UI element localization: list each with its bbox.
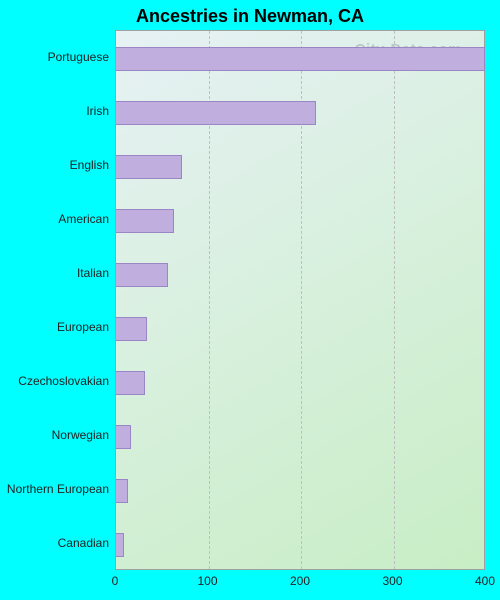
bar bbox=[116, 371, 145, 395]
y-category-label: Norwegian bbox=[52, 428, 109, 442]
chart-page: Ancestries in Newman, CA City-Data.com 0… bbox=[0, 0, 500, 600]
bar bbox=[116, 209, 174, 233]
bar bbox=[116, 479, 128, 503]
x-tick-label: 0 bbox=[112, 574, 119, 588]
x-tick-label: 200 bbox=[290, 574, 310, 588]
x-tick-label: 400 bbox=[475, 574, 495, 588]
x-tick-label: 300 bbox=[382, 574, 402, 588]
bar bbox=[116, 47, 485, 71]
bar bbox=[116, 263, 168, 287]
y-category-label: Canadian bbox=[58, 536, 109, 550]
x-tick-label: 100 bbox=[197, 574, 217, 588]
y-category-label: Portuguese bbox=[48, 50, 109, 64]
y-category-label: Italian bbox=[77, 266, 109, 280]
y-category-label: Irish bbox=[86, 104, 109, 118]
bar bbox=[116, 533, 124, 557]
y-category-label: Czechoslovakian bbox=[18, 374, 109, 388]
y-category-label: Northern European bbox=[7, 482, 109, 496]
bar bbox=[116, 425, 131, 449]
y-category-label: English bbox=[70, 158, 109, 172]
bar bbox=[116, 101, 316, 125]
y-category-label: European bbox=[57, 320, 109, 334]
chart-title: Ancestries in Newman, CA bbox=[0, 6, 500, 27]
bar bbox=[116, 155, 182, 179]
y-category-label: American bbox=[58, 212, 109, 226]
plot-area: City-Data.com bbox=[115, 30, 485, 570]
grid-line bbox=[394, 31, 395, 569]
bar bbox=[116, 317, 147, 341]
